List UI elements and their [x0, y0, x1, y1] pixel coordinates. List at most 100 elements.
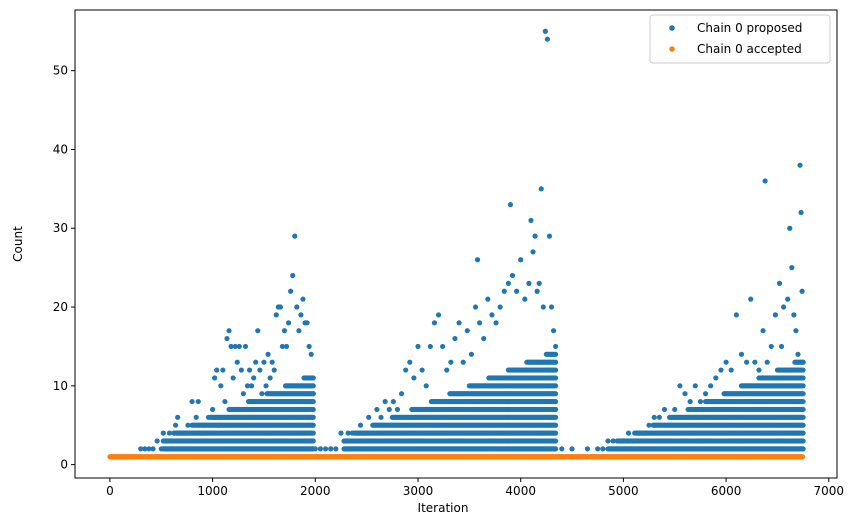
y-tick-label: 10 [53, 379, 68, 393]
x-tick-label: 5000 [608, 484, 639, 498]
proposed-point [452, 335, 458, 342]
proposed-point [661, 406, 668, 413]
proposed-point [713, 375, 719, 381]
proposed-point [553, 430, 559, 436]
proposed-point [600, 446, 606, 452]
proposed-point [160, 430, 166, 436]
proposed-point [310, 406, 316, 413]
x-tick-label: 1000 [197, 484, 228, 498]
proposed-point [205, 414, 212, 420]
proposed-point [265, 351, 271, 357]
series-proposed-points [138, 28, 806, 452]
proposed-point [697, 398, 704, 405]
proposed-point [253, 359, 259, 365]
proposed-point [317, 446, 324, 452]
proposed-point [328, 446, 334, 452]
y-tick-label: 30 [53, 221, 68, 235]
proposed-point [286, 320, 292, 326]
proposed-point [532, 233, 538, 239]
proposed-point [456, 320, 462, 326]
proposed-point [553, 391, 559, 397]
proposed-point [474, 257, 481, 263]
proposed-point [553, 375, 559, 381]
proposed-point [175, 414, 181, 420]
proposed-point [667, 414, 673, 420]
proposed-point [550, 328, 557, 334]
proposed-point [238, 367, 244, 373]
proposed-point [310, 422, 316, 428]
proposed-point [625, 430, 632, 436]
proposed-point [553, 343, 559, 350]
proposed-point [651, 414, 657, 420]
proposed-point [366, 414, 372, 420]
proposed-point [158, 446, 164, 452]
x-tick-label: 6000 [711, 484, 742, 498]
proposed-point [251, 375, 257, 381]
proposed-point [536, 280, 542, 286]
proposed-point [298, 312, 304, 318]
proposed-point [615, 446, 621, 452]
proposed-point [271, 367, 277, 373]
proposed-point [756, 367, 762, 373]
proposed-point [306, 343, 312, 350]
proposed-point [764, 359, 770, 365]
proposed-point [246, 367, 253, 373]
proposed-point [288, 288, 294, 294]
proposed-point [390, 398, 396, 405]
proposed-point [553, 367, 559, 373]
proposed-point [431, 320, 438, 326]
proposed-point [677, 383, 683, 389]
proposed-point [304, 320, 310, 326]
proposed-point [687, 398, 693, 405]
proposed-point [546, 233, 553, 239]
proposed-point [526, 280, 532, 286]
proposed-point [195, 398, 201, 405]
proposed-point [553, 414, 559, 420]
proposed-point [534, 288, 540, 294]
proposed-point [310, 398, 316, 405]
proposed-point [505, 280, 511, 286]
proposed-point [310, 383, 316, 389]
proposed-point [310, 430, 316, 436]
proposed-point [338, 430, 344, 436]
proposed-point [584, 446, 591, 452]
proposed-point [224, 335, 230, 342]
proposed-point [620, 438, 626, 444]
proposed-point [800, 406, 806, 413]
y-tick-label: 40 [53, 142, 68, 156]
proposed-point [646, 422, 652, 428]
proposed-point [760, 328, 766, 334]
proposed-point [201, 422, 207, 428]
proposed-point [692, 383, 698, 389]
proposed-point [553, 438, 559, 444]
proposed-point [220, 367, 226, 373]
proposed-point [236, 343, 242, 350]
proposed-point [800, 414, 806, 420]
proposed-point [800, 375, 806, 381]
proposed-point [185, 422, 191, 428]
proposed-point [292, 233, 298, 239]
proposed-point [164, 438, 171, 444]
proposed-point [540, 304, 546, 310]
proposed-point [718, 367, 724, 373]
proposed-point [553, 359, 559, 365]
proposed-point [559, 446, 565, 452]
proposed-point [150, 446, 156, 452]
proposed-point [489, 312, 495, 318]
proposed-point [210, 406, 216, 413]
x-tick-label: 0 [106, 484, 114, 498]
proposed-point [636, 430, 642, 436]
proposed-point [518, 257, 524, 263]
legend-label-proposed: Chain 0 proposed [697, 21, 802, 35]
y-tick-label: 0 [60, 458, 68, 472]
proposed-point [748, 296, 754, 302]
proposed-point [800, 430, 806, 436]
accepted-point [799, 454, 806, 460]
proposed-point [778, 343, 785, 350]
proposed-point [419, 367, 425, 373]
proposed-point [752, 359, 758, 365]
proposed-point [553, 398, 559, 405]
y-tick-label: 50 [53, 64, 68, 78]
proposed-point [370, 422, 376, 428]
proposed-point [226, 328, 232, 334]
